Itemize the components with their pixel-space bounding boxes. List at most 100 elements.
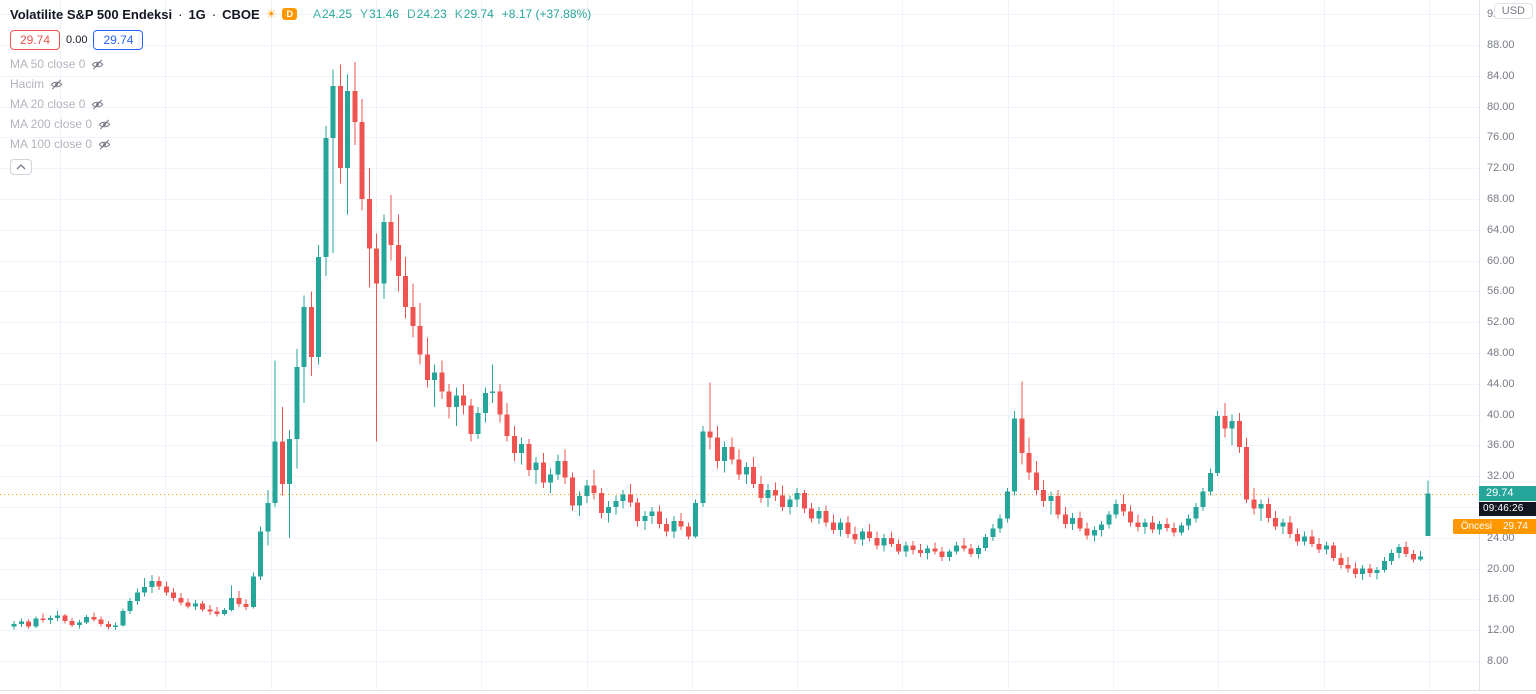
candle bbox=[1055, 490, 1061, 519]
price-axis-label: 52.00 bbox=[1487, 316, 1515, 328]
candle bbox=[200, 600, 205, 612]
candle bbox=[1091, 526, 1097, 542]
candle bbox=[859, 528, 865, 546]
candle bbox=[207, 604, 213, 615]
candle bbox=[743, 462, 749, 484]
price-axis-label: 12.00 bbox=[1487, 624, 1515, 636]
symbol-name[interactable]: Volatilite S&P 500 Endeksi bbox=[10, 6, 173, 22]
candle bbox=[983, 533, 988, 551]
candle bbox=[497, 383, 503, 423]
candle bbox=[468, 399, 474, 442]
indicator-legend: MA 50 close 0 Hacim MA 20 close 0 MA 200 cl… bbox=[10, 54, 591, 154]
premarket-price-badge: Öncesi 29.74 bbox=[1452, 519, 1536, 534]
candle bbox=[388, 195, 394, 261]
currency-button[interactable]: USD bbox=[1493, 3, 1533, 19]
time-axis[interactable] bbox=[0, 690, 1536, 694]
price-axis-label: 60.00 bbox=[1487, 255, 1515, 267]
candle bbox=[533, 456, 539, 484]
candle bbox=[1410, 550, 1416, 563]
exchange-name: CBOE bbox=[222, 6, 260, 22]
candle bbox=[1258, 499, 1264, 521]
candle bbox=[939, 547, 945, 561]
chart-canvas[interactable] bbox=[0, 0, 1479, 694]
delayed-data-badge[interactable]: D bbox=[282, 7, 297, 21]
low-label: D bbox=[407, 7, 416, 21]
candle bbox=[113, 622, 118, 631]
candle bbox=[1106, 510, 1112, 529]
indicator-row[interactable]: MA 200 close 0 bbox=[10, 114, 591, 134]
candle bbox=[316, 245, 321, 365]
legend-collapse-button[interactable] bbox=[10, 159, 32, 175]
indicator-row[interactable]: Hacim bbox=[10, 74, 591, 94]
candle bbox=[11, 620, 17, 630]
candle bbox=[751, 456, 756, 488]
candle bbox=[120, 608, 126, 627]
candle bbox=[1186, 514, 1191, 531]
candle bbox=[1149, 516, 1155, 534]
candle bbox=[359, 98, 365, 211]
chart-legend: Volatilite S&P 500 Endeksi · 1G · CBOE ☀… bbox=[10, 4, 591, 175]
indicator-row[interactable]: MA 50 close 0 bbox=[10, 54, 591, 74]
candle bbox=[961, 537, 967, 552]
candle bbox=[1062, 507, 1068, 529]
candle bbox=[1273, 510, 1278, 531]
candle bbox=[381, 214, 387, 300]
candle bbox=[577, 491, 582, 517]
candle bbox=[1222, 403, 1228, 438]
candle bbox=[214, 607, 220, 617]
eye-off-icon[interactable] bbox=[98, 118, 111, 131]
candle bbox=[76, 620, 82, 629]
candle bbox=[765, 483, 771, 507]
candle bbox=[693, 499, 698, 538]
candle bbox=[1099, 520, 1104, 537]
candle bbox=[410, 283, 416, 338]
interval-button[interactable]: 1G bbox=[188, 6, 206, 22]
candle bbox=[417, 302, 423, 365]
candle bbox=[917, 543, 923, 558]
price-axis-label: 44.00 bbox=[1487, 378, 1515, 390]
price-axis[interactable]: 92.0088.0084.0080.0076.0072.0068.0064.00… bbox=[1479, 0, 1536, 690]
eye-off-icon[interactable] bbox=[98, 138, 111, 151]
candle bbox=[968, 543, 974, 558]
candle bbox=[1352, 562, 1358, 578]
price-axis-label: 36.00 bbox=[1487, 439, 1515, 451]
candle bbox=[91, 612, 97, 622]
candle bbox=[395, 214, 401, 292]
candle bbox=[584, 480, 590, 504]
candle bbox=[446, 383, 452, 419]
candle bbox=[1048, 491, 1054, 515]
candle bbox=[954, 541, 959, 555]
price-axis-label: 80.00 bbox=[1487, 101, 1515, 113]
buy-button[interactable]: 29.74 bbox=[93, 29, 144, 50]
premarket-label: Öncesi bbox=[1460, 521, 1492, 532]
indicator-row[interactable]: MA 100 close 0 bbox=[10, 134, 591, 154]
candle bbox=[243, 599, 249, 611]
candle bbox=[903, 541, 909, 558]
candle bbox=[33, 616, 39, 628]
candle bbox=[1418, 550, 1423, 561]
indicator-row[interactable]: MA 20 close 0 bbox=[10, 94, 591, 114]
candle bbox=[475, 406, 481, 440]
candle bbox=[1229, 414, 1235, 446]
candle bbox=[1120, 494, 1126, 517]
candle bbox=[1396, 543, 1402, 559]
candle bbox=[236, 590, 242, 608]
candle bbox=[1294, 528, 1300, 546]
eye-off-icon[interactable] bbox=[91, 98, 104, 111]
sell-button[interactable]: 29.74 bbox=[10, 29, 61, 50]
candle bbox=[946, 549, 952, 561]
candle bbox=[896, 539, 901, 555]
eye-off-icon[interactable] bbox=[50, 78, 63, 91]
indicator-label: Hacim bbox=[10, 77, 45, 91]
candle bbox=[1019, 381, 1025, 465]
price-axis-label: 76.00 bbox=[1487, 131, 1515, 143]
candle bbox=[1287, 516, 1293, 538]
candle bbox=[171, 587, 176, 601]
trade-buttons-row: 29.74 0.00 29.74 bbox=[10, 29, 591, 50]
bar-countdown-badge: 09:46:26 bbox=[1479, 502, 1536, 516]
candle bbox=[1374, 567, 1380, 580]
eye-off-icon[interactable] bbox=[91, 58, 104, 71]
candle bbox=[1171, 522, 1177, 537]
candle bbox=[337, 64, 343, 184]
candle bbox=[591, 470, 597, 500]
